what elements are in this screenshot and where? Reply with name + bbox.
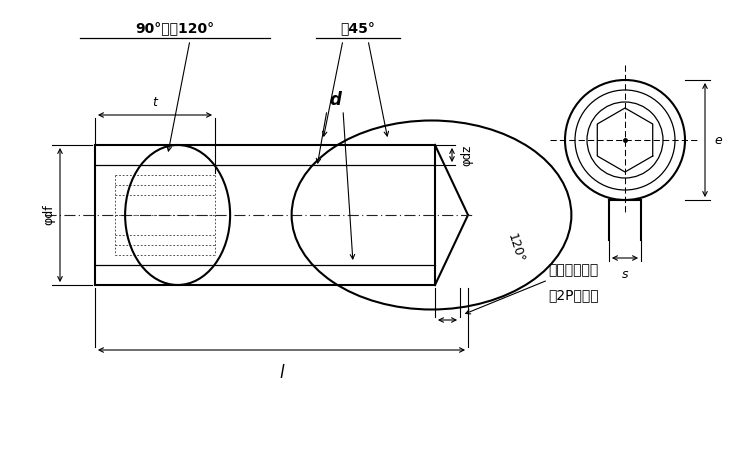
Text: l: l [279,364,284,382]
Text: 組45°: 組45° [340,21,376,35]
Text: φdf: φdf [42,205,55,225]
Text: t: t [152,96,157,109]
Text: （2P以下）: （2P以下） [548,288,598,302]
Text: s: s [622,268,628,281]
Text: d: d [329,91,341,109]
Text: 90°又は120°: 90°又は120° [136,21,214,35]
Text: 不完全ねじ部: 不完全ねじ部 [548,263,598,277]
Text: φdz: φdz [460,144,473,166]
Text: e: e [714,134,722,147]
Text: 120°: 120° [505,232,526,264]
